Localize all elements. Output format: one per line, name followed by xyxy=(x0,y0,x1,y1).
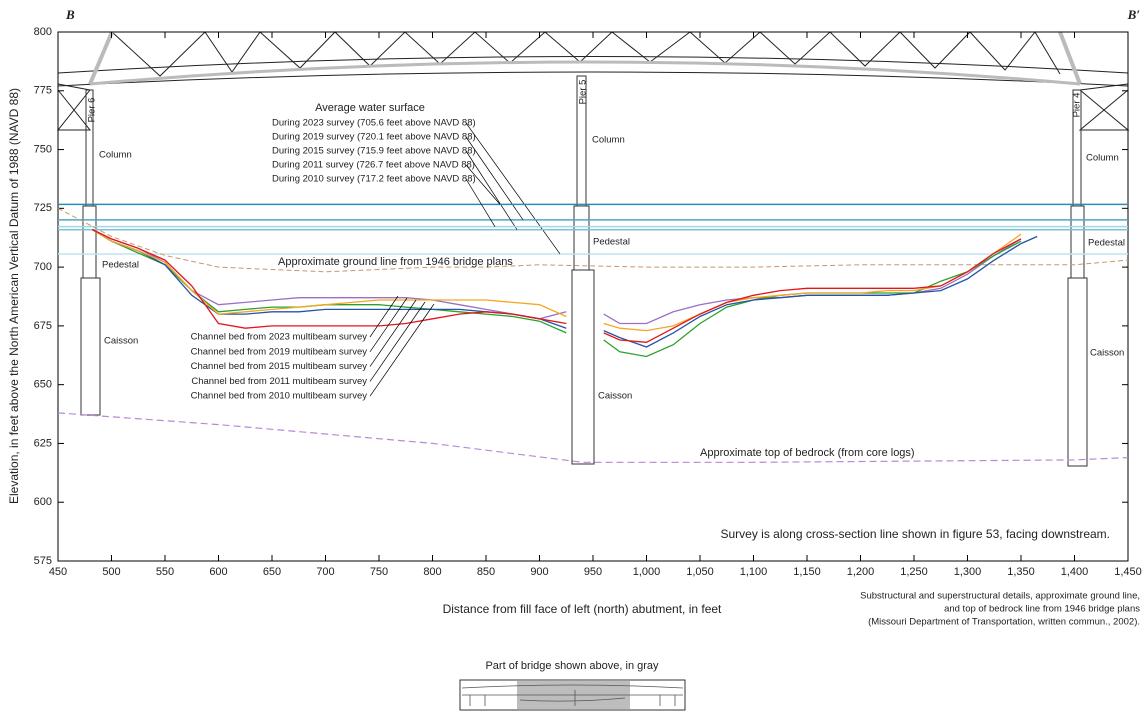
x-tick-label: 500 xyxy=(102,566,120,578)
legend-label: Channel bed from 2023 multibeam survey xyxy=(191,332,368,343)
ground-line xyxy=(57,207,1129,273)
leader-line xyxy=(369,295,399,338)
leader-line xyxy=(465,122,561,255)
annotation: Caisson xyxy=(598,391,632,402)
annotation: Pedestal xyxy=(1088,238,1125,249)
x-tick-label: 900 xyxy=(530,566,548,578)
x-tick-label: 800 xyxy=(423,566,441,578)
leader-line xyxy=(369,297,408,352)
annotation: Pier 4 xyxy=(1072,93,1083,118)
leader-line xyxy=(465,178,496,227)
annotation: Caisson xyxy=(1090,348,1124,359)
legend-label: Channel bed from 2010 multibeam survey xyxy=(191,391,368,402)
y-tick-label: 700 xyxy=(34,261,52,273)
x-tick-label: 1,350 xyxy=(1007,566,1035,578)
truss-web xyxy=(111,31,1061,77)
x-tick-label: 1,100 xyxy=(740,566,768,578)
x-tick-label: 1,200 xyxy=(847,566,875,578)
plot-frame xyxy=(57,31,1129,562)
x-axis-label: Distance from fill face of left (north) … xyxy=(443,602,722,616)
legend-label: Channel bed from 2015 multibeam survey xyxy=(191,361,368,372)
x-tick-label: 750 xyxy=(370,566,388,578)
leader-line xyxy=(369,301,426,382)
x-tick-label: 1,450 xyxy=(1114,566,1142,578)
y-tick-label: 800 xyxy=(34,26,52,38)
caisson xyxy=(80,277,101,416)
truss-right xyxy=(1078,83,1130,131)
x-tick-label: 600 xyxy=(209,566,227,578)
annotation: Column xyxy=(1086,153,1119,164)
annotation: B xyxy=(65,7,75,22)
x-tick-label: 850 xyxy=(477,566,495,578)
bedrock-line xyxy=(57,412,1129,463)
y-tick-label: 675 xyxy=(34,320,52,332)
source-note: and top of bedrock line from 1946 bridge… xyxy=(944,604,1140,615)
y-tick-label: 650 xyxy=(34,379,52,391)
annotation: Pier 5 xyxy=(578,80,589,105)
piers xyxy=(80,75,1088,467)
annotation: B′ xyxy=(1127,7,1141,22)
water-surface-title: Average water surface xyxy=(315,102,425,114)
leader-line xyxy=(465,136,524,221)
bottom-chord xyxy=(57,71,1129,87)
x-tick-label: 1,300 xyxy=(954,566,982,578)
water-surface-label: During 2015 survey (715.9 feet above NAV… xyxy=(272,146,476,157)
x-tick-label: 450 xyxy=(49,566,67,578)
x-tick-label: 1,150 xyxy=(793,566,821,578)
leader-line xyxy=(465,164,501,205)
channel-bed-line xyxy=(91,228,1022,343)
annotation: Pedestal xyxy=(593,237,630,248)
x-tick-label: 650 xyxy=(263,566,281,578)
source-note: (Missouri Department of Transportation, … xyxy=(868,617,1140,628)
pedestal xyxy=(1070,205,1085,279)
bridge-superstructure xyxy=(56,31,1130,131)
legend-label: Channel bed from 2011 multibeam survey xyxy=(191,376,367,387)
inset-bridge xyxy=(461,684,684,706)
top-chord xyxy=(57,56,1129,74)
water-surface-label: During 2019 survey (720.1 feet above NAV… xyxy=(272,132,476,143)
y-tick-label: 725 xyxy=(34,202,52,214)
x-tick-label: 1,400 xyxy=(1061,566,1089,578)
x-tick-label: 550 xyxy=(156,566,174,578)
y-axis-label: Elevation, in feet above the North Ameri… xyxy=(7,88,21,504)
caisson xyxy=(1067,277,1088,467)
inset-title: Part of bridge shown above, in gray xyxy=(485,660,659,672)
x-tick-label: 1,250 xyxy=(900,566,928,578)
water-surface-label: During 2010 survey (717.2 feet above NAV… xyxy=(272,174,476,185)
pedestal xyxy=(573,205,590,271)
channel-bed-line xyxy=(91,228,1022,325)
annotation: Column xyxy=(592,135,625,146)
y-tick-label: 575 xyxy=(34,555,52,567)
y-tick-label: 625 xyxy=(34,437,52,449)
x-tick-label: 950 xyxy=(584,566,602,578)
leader-line xyxy=(369,303,435,397)
channel-bed-line xyxy=(91,228,1022,332)
annotation: Survey is along cross-section line shown… xyxy=(720,527,1110,541)
source-note: Substructural and superstructural detail… xyxy=(860,591,1140,602)
inset xyxy=(459,679,686,711)
bedrock-line-label: Approximate top of bedrock (from core lo… xyxy=(700,447,915,459)
leader-line xyxy=(369,299,417,367)
x-tick-label: 700 xyxy=(316,566,334,578)
water-surface-label: During 2011 survey (726.7 feet above NAV… xyxy=(272,160,475,171)
annotation: Pedestal xyxy=(102,260,139,271)
y-tick-label: 600 xyxy=(34,496,52,508)
x-tick-label: 1,050 xyxy=(686,566,714,578)
caisson xyxy=(571,269,595,465)
annotation: Column xyxy=(99,150,132,161)
x-tick-label: 1,000 xyxy=(633,566,661,578)
ground-line-label: Approximate ground line from 1946 bridge… xyxy=(278,256,513,268)
legend-label: Channel bed from 2019 multibeam survey xyxy=(191,346,368,357)
annotation: Pier 6 xyxy=(87,98,98,123)
pedestal xyxy=(82,205,97,279)
gray-arch xyxy=(88,31,1082,85)
gray-deck xyxy=(89,60,1081,86)
leader-line xyxy=(465,150,518,230)
y-tick-label: 775 xyxy=(34,85,52,97)
annotation: Caisson xyxy=(104,336,138,347)
water-surface-label: During 2023 survey (705.6 feet above NAV… xyxy=(272,118,476,129)
y-tick-label: 750 xyxy=(34,143,52,155)
